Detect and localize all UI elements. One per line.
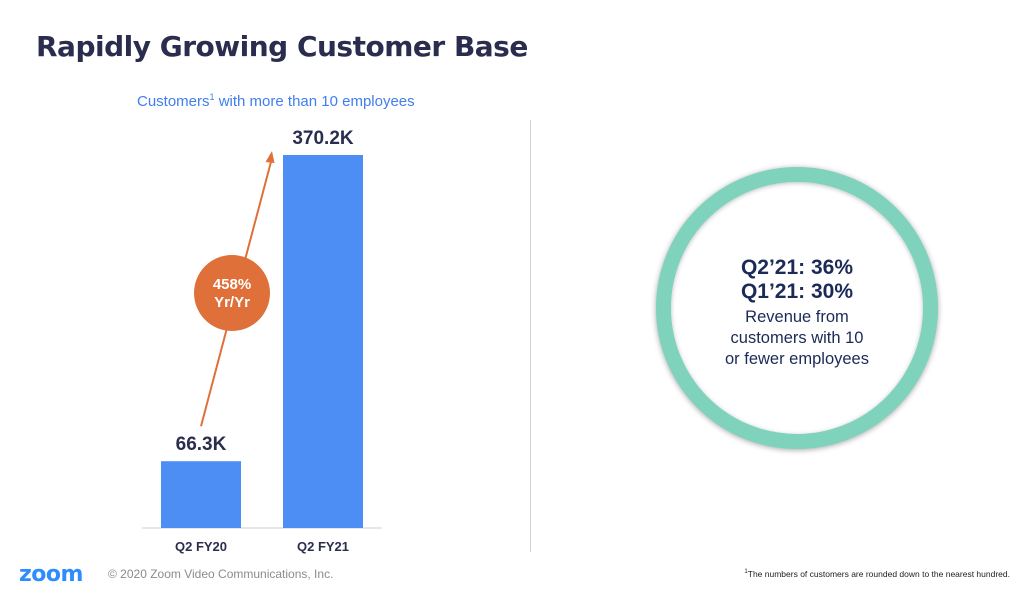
zoom-logo: zoom — [19, 562, 83, 587]
callout-stat-q2: Q2’21: 36% — [740, 256, 854, 279]
customer-bar-chart: 66.3K Q2 FY20 370.2K Q2 FY21 458%Yr/Yr — [142, 128, 382, 554]
bar-value-label-0: 66.3K — [176, 434, 227, 455]
footnote: 1The numbers of customers are rounded do… — [744, 569, 1010, 579]
slide-title: Rapidly Growing Customer Base — [36, 30, 528, 63]
revenue-callout-circle: Q2’21: 36% Q1’21: 30% Revenue from custo… — [656, 167, 938, 449]
growth-badge-label: Yr/Yr — [214, 294, 250, 311]
callout-stat-q1: Q1’21: 30% — [740, 280, 854, 303]
bar-0 — [161, 461, 241, 528]
x-tick-label-1: Q2 FY21 — [297, 539, 349, 554]
chart-title-rest: with more than 10 employees — [214, 93, 415, 110]
growth-arrow-head — [265, 151, 275, 163]
chart-title-main: Customers — [137, 93, 210, 110]
x-tick-label-0: Q2 FY20 — [175, 539, 227, 554]
footnote-text: The numbers of customers are rounded dow… — [747, 569, 1010, 579]
growth-badge-percent: 458% — [213, 276, 251, 293]
growth-badge — [194, 255, 270, 331]
chart-title-footnote-mark: 1 — [209, 92, 215, 102]
bar-value-label-1: 370.2K — [292, 128, 354, 149]
footnote-mark: 1 — [744, 569, 748, 576]
bar-1 — [283, 155, 363, 528]
callout-description: Revenue from customers with 10 or fewer … — [725, 308, 869, 368]
copyright-text: © 2020 Zoom Video Communications, Inc. — [108, 567, 334, 581]
chart-title: Customers1 with more than 10 employees — [137, 92, 415, 110]
vertical-divider — [530, 120, 531, 552]
